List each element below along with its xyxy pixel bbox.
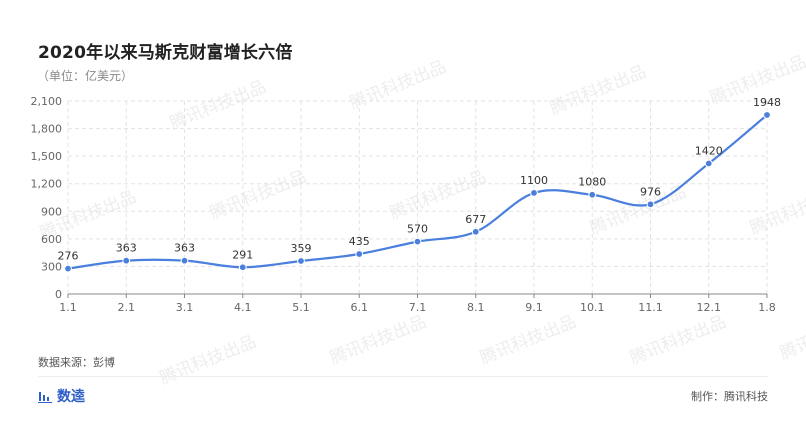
data-label: 359 xyxy=(291,242,312,255)
y-tick-label: 1,200 xyxy=(31,178,63,191)
data-label: 570 xyxy=(407,223,428,236)
data-point xyxy=(238,263,247,272)
data-label: 1948 xyxy=(753,96,781,109)
data-source: 数据来源：彭博 xyxy=(38,356,115,369)
data-point xyxy=(180,256,189,265)
x-tick-label: 12.1 xyxy=(697,301,722,314)
data-label: 276 xyxy=(58,250,79,263)
data-label: 291 xyxy=(232,248,253,261)
x-tick-label: 3.1 xyxy=(176,301,194,314)
watermark-text: 腾讯科技出品 xyxy=(167,77,269,134)
chart-title: 2020年以来马斯克财富增长六倍 xyxy=(38,43,293,63)
data-point xyxy=(122,256,131,265)
x-tick-label: 10.1 xyxy=(580,301,605,314)
watermark-text: 腾讯科技出品 xyxy=(747,182,806,239)
watermark-text: 腾讯科技出品 xyxy=(587,182,689,239)
x-tick-label: 6.1 xyxy=(351,301,369,314)
x-tick-label: 8.1 xyxy=(467,301,485,314)
y-tick-label: 1,800 xyxy=(31,123,63,136)
data-point xyxy=(413,237,422,246)
data-point xyxy=(64,264,72,273)
y-tick-label: 2,100 xyxy=(31,95,63,108)
data-label: 363 xyxy=(174,242,195,255)
y-tick-label: 300 xyxy=(41,260,62,273)
x-tick-label: 4.1 xyxy=(234,301,252,314)
x-tick-label: 9.1 xyxy=(525,301,543,314)
watermark-text: 腾讯科技出品 xyxy=(547,62,649,119)
y-tick-label: 600 xyxy=(41,233,62,246)
watermark-text: 腾讯科技出品 xyxy=(627,312,729,369)
y-tick-label: 0 xyxy=(55,288,62,301)
brand-name: 数逵 xyxy=(57,389,85,405)
y-tick-label: 900 xyxy=(41,205,62,218)
y-tick-label: 1,500 xyxy=(31,150,63,163)
watermark-text: 腾讯科技出品 xyxy=(207,167,309,224)
data-point xyxy=(588,190,597,199)
watermark-text: 腾讯科技出品 xyxy=(777,307,806,364)
x-tick-label: 2.1 xyxy=(118,301,136,314)
bar-chart-icon xyxy=(38,391,52,403)
data-point xyxy=(646,200,655,209)
data-point xyxy=(355,250,364,258)
data-label: 1420 xyxy=(695,144,723,157)
data-point xyxy=(471,227,480,236)
x-tick-label: 1.8 xyxy=(758,301,776,314)
data-label: 1100 xyxy=(520,174,548,187)
x-tick-label: 5.1 xyxy=(292,301,310,314)
data-label: 363 xyxy=(116,242,137,255)
data-label: 1080 xyxy=(578,176,606,189)
watermark-text: 腾讯科技出品 xyxy=(157,332,259,389)
x-tick-label: 1.1 xyxy=(59,301,77,314)
footer-divider xyxy=(38,376,768,377)
data-point xyxy=(763,111,771,119)
data-point xyxy=(704,159,713,168)
watermark-text: 腾讯科技出品 xyxy=(477,312,579,369)
data-point xyxy=(297,257,305,265)
unit-label: （单位：亿美元） xyxy=(37,69,134,83)
x-tick-label: 11.1 xyxy=(638,301,663,314)
brand-logo: 数逵 xyxy=(38,386,85,406)
data-label: 435 xyxy=(349,235,370,248)
x-tick-label: 7.1 xyxy=(409,301,427,314)
data-label: 976 xyxy=(640,185,661,198)
watermark-text: 腾讯科技出品 xyxy=(347,57,449,114)
credit-text: 制作：腾讯科技 xyxy=(691,390,768,403)
watermark-text: 腾讯科技出品 xyxy=(327,312,429,369)
data-point xyxy=(530,189,538,197)
data-label: 677 xyxy=(465,213,486,226)
